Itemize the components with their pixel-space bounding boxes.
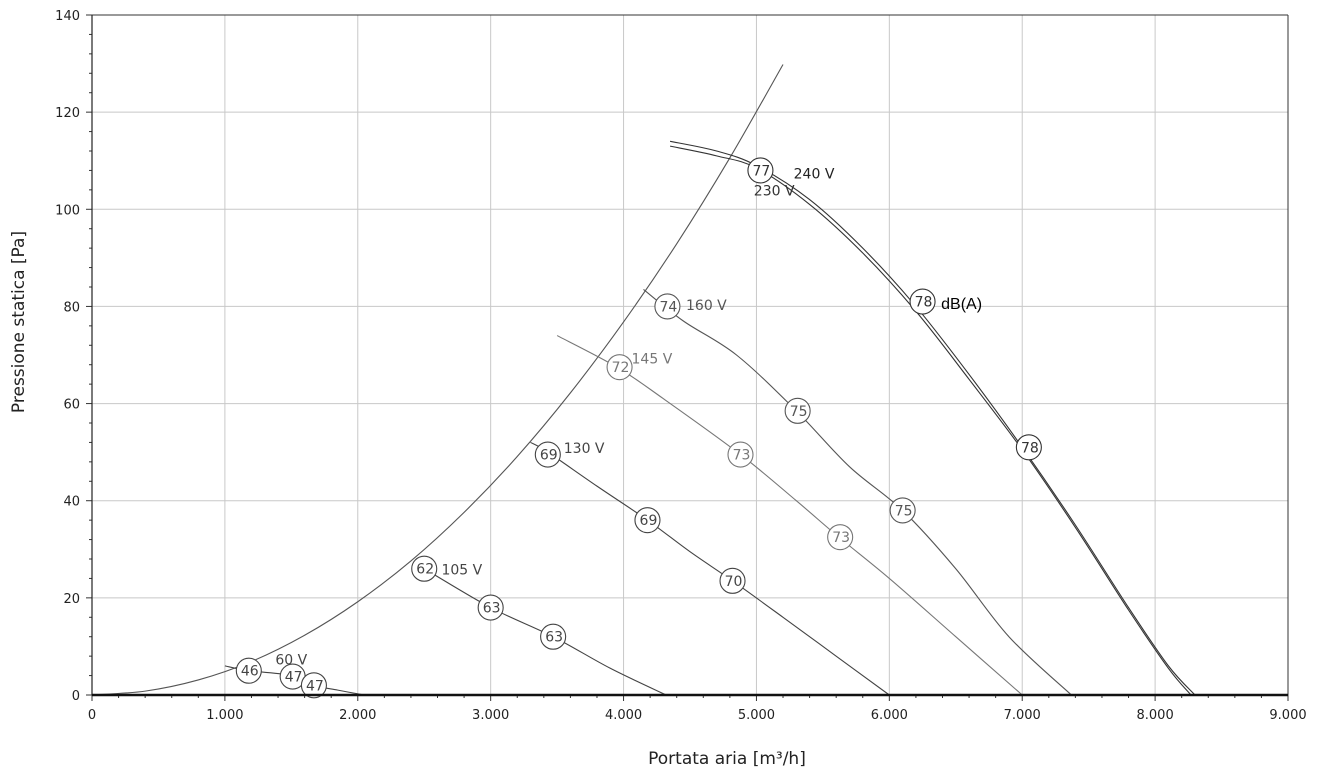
sound-marker-label: 75 (895, 503, 913, 519)
sound-marker-circle (727, 441, 754, 468)
sound-marker-label: 73 (733, 448, 751, 464)
x-tick-label: 1.000 (206, 708, 243, 723)
sound-marker: 78 (909, 288, 936, 315)
series-line-160v (643, 288, 1072, 696)
sound-marker-circle (235, 657, 262, 684)
sound-marker: 78 (1015, 434, 1042, 461)
x-tick-label: 5.000 (738, 708, 775, 723)
sound-marker-label: 62 (416, 562, 434, 578)
sound-marker-circle (889, 497, 916, 524)
sound-marker-circle (534, 441, 561, 468)
sound-marker-label: 77 (753, 163, 771, 179)
y-tick-label: 60 (63, 398, 80, 413)
sound-marker-label: 47 (306, 678, 324, 694)
sound-marker-label: 69 (540, 448, 558, 464)
sound-marker: 77 (747, 157, 774, 184)
sound-marker-circle (747, 157, 774, 184)
sound-marker-circle (654, 293, 681, 320)
sound-marker: 75 (784, 397, 811, 424)
series-label: 60 V (275, 652, 307, 668)
sound-marker: 46 (235, 657, 262, 684)
sound-marker: 70 (719, 567, 746, 594)
sound-marker-label: 78 (1021, 440, 1039, 456)
sound-marker: 74 (654, 293, 681, 320)
axes: 0 1.000 2.000 3.000 4.000 5.000 6.000 7.000 8.00… (55, 9, 1306, 723)
sound-marker-circle (606, 354, 633, 381)
sound-marker: 73 (727, 441, 754, 468)
series-line-130v (530, 441, 890, 696)
sound-marker: 73 (827, 524, 854, 551)
y-tick-label: 120 (55, 106, 80, 121)
x-tick-label: 8.000 (1137, 708, 1174, 723)
grid (92, 15, 1288, 695)
sound-marker-label: 73 (832, 530, 850, 546)
sound-marker: 62 (411, 555, 438, 582)
sound-marker-label: 47 (285, 670, 303, 686)
x-tick-label: 3.000 (472, 708, 509, 723)
sound-marker-circle (909, 288, 936, 315)
sound-marker: 75 (889, 497, 916, 524)
sound-marker-circle (477, 594, 504, 621)
series-label: 240 V (794, 167, 835, 183)
x-tick-label: 2.000 (339, 708, 376, 723)
x-axis-title: Portata aria [m³/h] (648, 749, 806, 769)
sound-marker: 69 (534, 441, 561, 468)
series-label: 145 V (632, 351, 673, 367)
sound-marker: 63 (540, 623, 567, 650)
series-line-230v (669, 145, 1192, 696)
x-tick-label: 6.000 (871, 708, 908, 723)
y-axis-title: Pressione statica [Pa] (9, 231, 29, 413)
system-curve (91, 64, 784, 696)
sound-marker: 69 (634, 507, 661, 534)
sound-marker-label: 63 (483, 601, 501, 617)
y-tick-label: 40 (63, 495, 80, 510)
sound-marker: 47 (279, 663, 306, 690)
y-tick-label: 140 (55, 9, 80, 24)
x-tick-label: 4.000 (605, 708, 642, 723)
sound-unit-label: dB(A) (941, 296, 982, 313)
series-line-145v (556, 335, 1023, 696)
sound-marker-circle (1015, 434, 1042, 461)
sound-marker-label: 63 (545, 630, 563, 646)
x-tick-label: 0 (88, 708, 96, 723)
y-tick-label: 80 (63, 300, 80, 315)
sound-marker-label: 70 (725, 574, 743, 590)
series-label: 230 V (754, 184, 795, 200)
sound-marker-circle (827, 524, 854, 551)
sound-marker-label: 69 (640, 513, 658, 529)
series-label: 160 V (686, 298, 727, 314)
curves (91, 64, 1196, 696)
sound-marker-circle (540, 623, 567, 650)
sound-marker: 63 (477, 594, 504, 621)
x-tick-label: 9.000 (1269, 708, 1306, 723)
y-tick-label: 100 (55, 203, 80, 218)
x-tick-label: 7.000 (1004, 708, 1041, 723)
sound-marker-label: 72 (612, 360, 630, 376)
sound-marker-circle (719, 567, 746, 594)
y-tick-label: 20 (63, 592, 80, 607)
sound-marker-label: 46 (241, 664, 259, 680)
series-label: 130 V (564, 441, 605, 457)
sound-marker-label: 78 (915, 295, 933, 311)
sound-marker-circle (784, 397, 811, 424)
sound-marker-circle (300, 672, 327, 699)
sound-marker-label: 74 (659, 299, 677, 315)
series-line-240v (669, 140, 1196, 696)
series-label: 105 V (441, 563, 482, 579)
sound-marker-circle (411, 555, 438, 582)
y-tick-label: 0 (72, 689, 80, 704)
sound-marker-circle (634, 507, 661, 534)
series-line-105v (416, 564, 667, 696)
sound-marker: 47 (300, 672, 327, 699)
sound-marker: 72 (606, 354, 633, 381)
sound-marker-label: 75 (790, 404, 808, 420)
